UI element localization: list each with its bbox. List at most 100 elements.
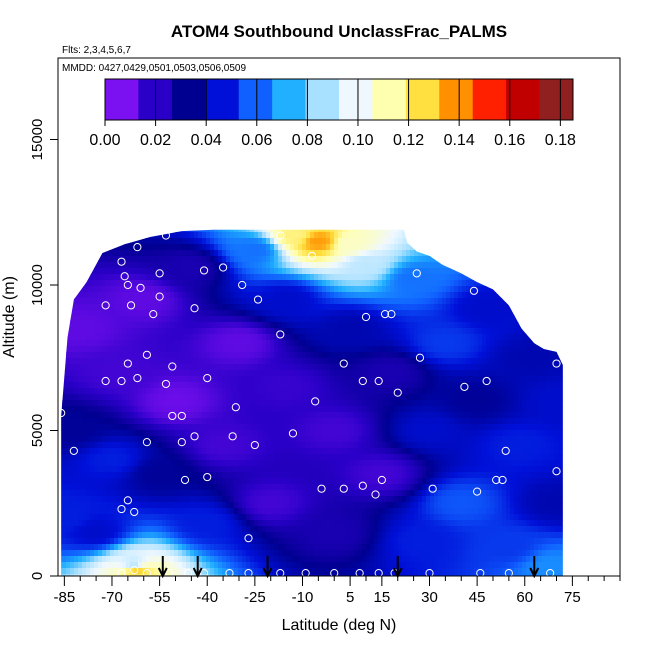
heatmap-cell [298,256,303,263]
heatmap-cell [386,250,391,257]
heatmap-cell [210,238,215,245]
heatmap-cell [278,238,283,245]
heatmap-cell [202,262,207,269]
heatmap-cell [134,256,139,263]
heatmap-cell [146,238,151,245]
heatmap-cell [186,229,191,233]
heatmap-cell [254,244,259,251]
heatmap-cell [394,256,399,263]
heatmap-cell [418,256,423,263]
heatmap-cell [182,250,187,257]
heatmap-cell [386,229,391,233]
heatmap-cell [398,232,403,239]
heatmap-cell [162,262,167,269]
heatmap-cell [218,232,223,239]
heatmap-cell [238,244,243,251]
heatmap-cell [374,256,379,263]
heatmap-cell [370,262,375,269]
heatmap-cell [330,232,335,239]
heatmap-cell [242,229,247,233]
heatmap-cell [206,244,211,251]
heatmap-cell [310,232,315,239]
heatmap-cell [362,250,367,257]
heatmap-cell [126,268,131,275]
heatmap-cell [258,256,263,263]
heatmap-cell [210,244,215,251]
heatmap-cell [254,268,259,275]
heatmap-cell [318,244,323,251]
heatmap-cell [138,238,143,245]
heatmap-cell [414,256,419,263]
heatmap-cell [118,268,123,275]
heatmap-cell [238,262,243,269]
heatmap-cell [234,238,239,245]
heatmap-cell [386,256,391,263]
heatmap-cell [350,262,355,269]
heatmap-cell [330,256,335,263]
heatmap-cell [306,229,311,233]
heatmap-cell [318,232,323,239]
heatmap-cell [394,229,399,233]
heatmap-cell [182,262,187,269]
heatmap-cell [138,244,143,251]
heatmap-cell [378,232,383,239]
heatmap-cell [270,229,275,233]
heatmap-cell [290,256,295,263]
heatmap-cell [222,229,227,233]
heatmap-cell [298,262,303,269]
heatmap-cell [286,232,291,239]
heatmap-cell [354,250,359,257]
heatmap-cell [122,262,127,269]
heatmap-cell [338,232,343,239]
heatmap-cell [334,229,339,233]
heatmap-cell [258,229,263,233]
heatmap-cell [246,250,251,257]
heatmap-cell [230,250,235,257]
heatmap-cell [238,229,243,233]
heatmap-cell [238,250,243,257]
heatmap-cell [274,238,279,245]
heatmap-cell [146,256,151,263]
heatmap-cell [218,268,223,275]
heatmap-cell [230,262,235,269]
heatmap-cell [270,268,275,275]
heatmap-cell [242,232,247,239]
heatmap-cell [226,262,231,269]
heatmap-cell [386,262,391,269]
heatmap-cell [406,250,411,257]
heatmap-cell [166,250,171,257]
heatmap-cell [130,256,135,263]
heatmap-cell [402,244,407,251]
heatmap-cell [354,244,359,251]
heatmap-cell [426,256,431,263]
heatmap-cell [350,256,355,263]
heatmap-cell [294,238,299,245]
heatmap-cell [130,268,135,275]
heatmap-cell [218,244,223,251]
heatmap-cell [254,256,259,263]
heatmap-cell [326,229,331,233]
heatmap-cell [210,250,215,257]
heatmap-cell [310,250,315,257]
heatmap-cell [114,256,119,263]
heatmap-cell [390,232,395,239]
heatmap-cell [158,238,163,245]
heatmap-cell [218,229,223,233]
heatmap-cell [298,232,303,239]
heatmap-cell [258,244,263,251]
heatmap-cell [426,262,431,269]
heatmap-cell [378,238,383,245]
heatmap-cell [194,262,199,269]
heatmap-cell [274,262,279,269]
heatmap-cell [330,238,335,245]
heatmap-cell [114,250,119,257]
heatmap-cell [394,232,399,239]
heatmap-cell [418,250,423,257]
heatmap-cell [282,256,287,263]
heatmap-cell [134,250,139,257]
heatmap-cell [226,229,231,233]
heatmap-cell [246,262,251,269]
heatmap-cell [302,256,307,263]
heatmap-cell [414,250,419,257]
